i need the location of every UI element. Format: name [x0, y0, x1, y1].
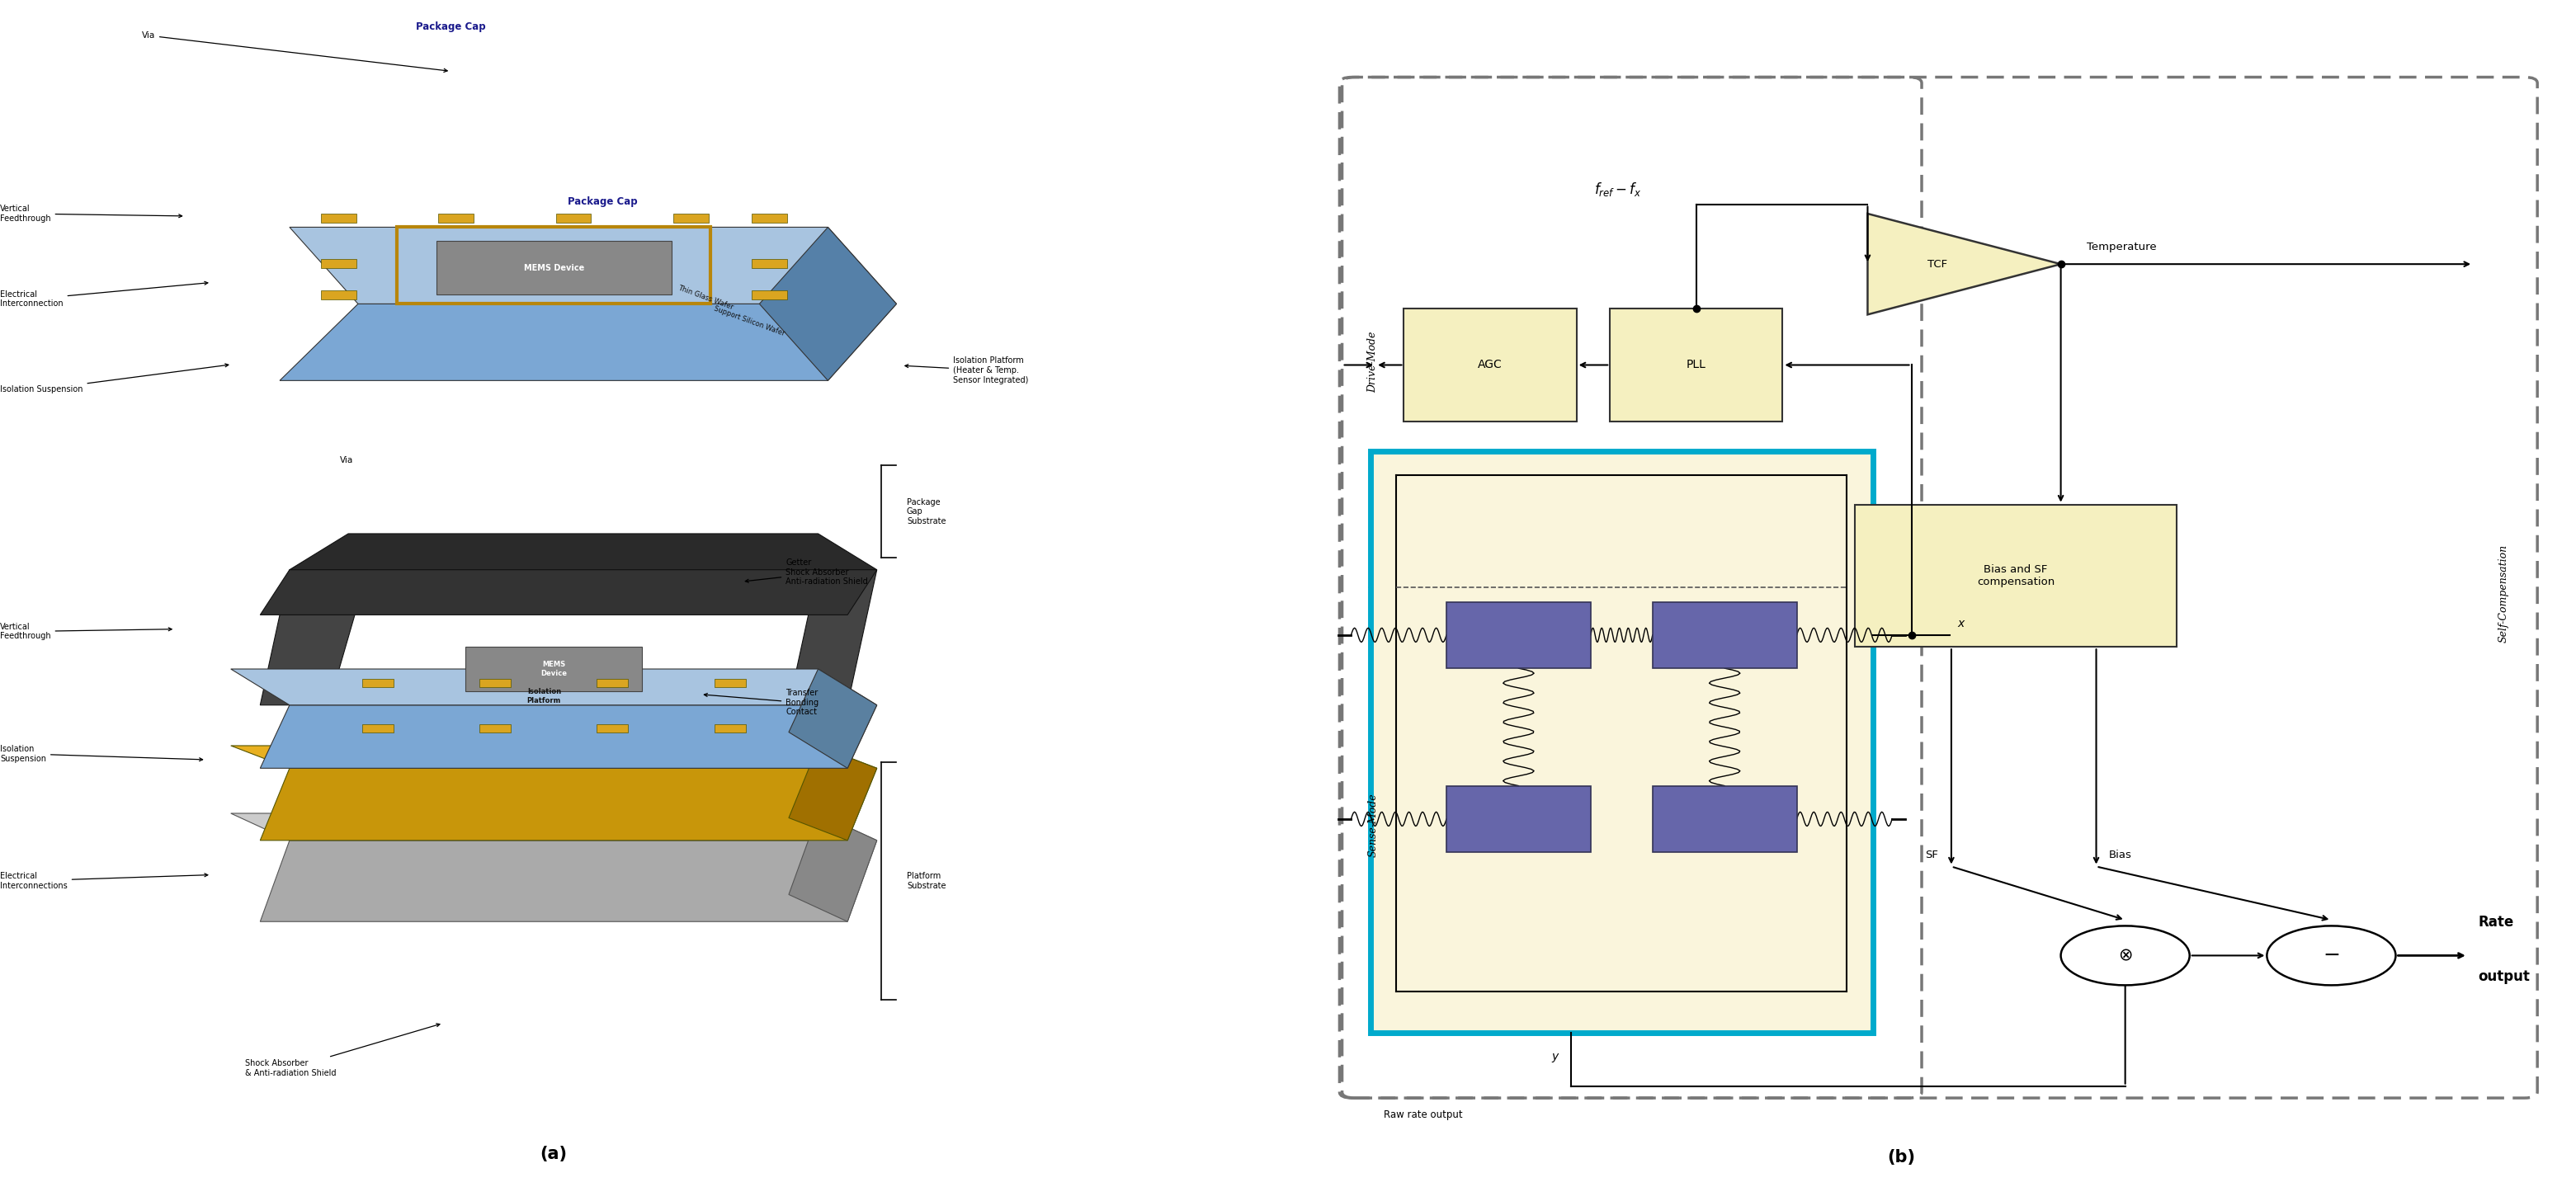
FancyBboxPatch shape: [1445, 602, 1592, 668]
FancyBboxPatch shape: [714, 724, 744, 732]
FancyBboxPatch shape: [752, 259, 786, 268]
Polygon shape: [232, 669, 876, 705]
Text: TCF: TCF: [1927, 259, 1947, 269]
Text: Vertical
Feedthrough: Vertical Feedthrough: [0, 622, 173, 641]
Polygon shape: [260, 840, 876, 921]
Polygon shape: [788, 570, 876, 705]
FancyBboxPatch shape: [479, 724, 510, 732]
Polygon shape: [232, 813, 876, 840]
FancyBboxPatch shape: [1654, 786, 1798, 852]
Text: Platform
Substrate: Platform Substrate: [907, 871, 945, 890]
FancyBboxPatch shape: [598, 724, 629, 732]
Text: ⊗: ⊗: [2117, 947, 2133, 964]
FancyBboxPatch shape: [435, 241, 672, 294]
Text: Isolation
Platform: Isolation Platform: [528, 688, 562, 704]
Text: Drive-Mode: Drive-Mode: [1368, 331, 1378, 393]
Text: $f_{ref}-f_x$: $f_{ref}-f_x$: [1595, 180, 1641, 198]
FancyBboxPatch shape: [714, 679, 744, 687]
Text: Isolation Suspension: Isolation Suspension: [0, 363, 229, 393]
Text: Temperature: Temperature: [2087, 241, 2156, 253]
Text: MEMS
Device: MEMS Device: [541, 661, 567, 677]
Text: output: output: [2478, 970, 2530, 984]
Text: Self-Compensation: Self-Compensation: [2499, 545, 2509, 642]
Text: MEMS Device: MEMS Device: [523, 264, 585, 272]
Circle shape: [2061, 926, 2190, 985]
Polygon shape: [1868, 214, 2061, 315]
Text: Support Silicon Wafer: Support Silicon Wafer: [714, 305, 786, 337]
FancyBboxPatch shape: [598, 679, 629, 687]
Text: AGC: AGC: [1479, 360, 1502, 370]
Text: Shock Absorber
& Anti-radiation Shield: Shock Absorber & Anti-radiation Shield: [245, 1023, 440, 1078]
Text: Isolation
Suspension: Isolation Suspension: [0, 744, 204, 763]
FancyBboxPatch shape: [322, 214, 355, 223]
Text: −: −: [2324, 946, 2339, 965]
Text: Raw rate output: Raw rate output: [1383, 1110, 1463, 1121]
Polygon shape: [232, 745, 876, 768]
FancyBboxPatch shape: [672, 214, 708, 223]
Text: Package Cap: Package Cap: [567, 196, 639, 207]
Text: (a): (a): [541, 1145, 567, 1162]
Text: (b): (b): [1888, 1149, 1914, 1166]
Text: Vertical
Feedthrough: Vertical Feedthrough: [0, 204, 183, 223]
Text: Package
Gap
Substrate: Package Gap Substrate: [907, 497, 945, 526]
Text: x: x: [1958, 617, 1965, 629]
FancyBboxPatch shape: [752, 214, 786, 223]
FancyBboxPatch shape: [363, 679, 394, 687]
Polygon shape: [788, 745, 876, 840]
FancyBboxPatch shape: [466, 647, 641, 692]
Text: Package Cap: Package Cap: [415, 21, 487, 32]
Text: Bias: Bias: [2110, 850, 2133, 861]
FancyBboxPatch shape: [1855, 504, 2177, 647]
Text: Via: Via: [142, 31, 448, 72]
FancyBboxPatch shape: [1445, 786, 1592, 852]
Text: Getter
Shock Absorber
Anti-radiation Shield: Getter Shock Absorber Anti-radiation Shi…: [744, 558, 868, 586]
Text: Transfer
Bonding
Contact: Transfer Bonding Contact: [703, 688, 819, 717]
Text: Bias and SF
compensation: Bias and SF compensation: [1976, 564, 2056, 588]
Polygon shape: [760, 227, 896, 381]
FancyBboxPatch shape: [752, 291, 786, 299]
FancyBboxPatch shape: [322, 291, 355, 299]
Polygon shape: [289, 534, 876, 570]
FancyBboxPatch shape: [363, 724, 394, 732]
FancyBboxPatch shape: [479, 679, 510, 687]
Polygon shape: [788, 669, 876, 768]
Text: y: y: [1551, 1050, 1558, 1062]
Text: Via: Via: [340, 456, 353, 464]
Text: Electrical
Interconnections: Electrical Interconnections: [0, 871, 209, 890]
Polygon shape: [260, 570, 368, 705]
Text: Electrical
Interconnection: Electrical Interconnection: [0, 281, 209, 309]
FancyBboxPatch shape: [1404, 309, 1577, 421]
Polygon shape: [281, 304, 896, 381]
FancyBboxPatch shape: [1654, 602, 1798, 668]
Polygon shape: [260, 570, 876, 615]
Text: Sense-Mode: Sense-Mode: [1368, 793, 1378, 857]
FancyBboxPatch shape: [556, 214, 590, 223]
FancyBboxPatch shape: [438, 214, 474, 223]
Polygon shape: [289, 227, 896, 304]
Text: Isolation Platform
(Heater & Temp.
Sensor Integrated): Isolation Platform (Heater & Temp. Senso…: [904, 356, 1028, 385]
Text: PLL: PLL: [1687, 360, 1705, 370]
FancyBboxPatch shape: [322, 259, 355, 268]
Polygon shape: [788, 813, 876, 921]
Polygon shape: [260, 768, 876, 840]
Text: Rate: Rate: [2478, 915, 2514, 929]
Text: SF: SF: [1924, 850, 1937, 861]
Polygon shape: [260, 705, 876, 768]
FancyBboxPatch shape: [1610, 309, 1783, 421]
Circle shape: [2267, 926, 2396, 985]
FancyBboxPatch shape: [1370, 451, 1873, 1033]
Text: Thin Glass Wafer: Thin Glass Wafer: [677, 284, 734, 311]
